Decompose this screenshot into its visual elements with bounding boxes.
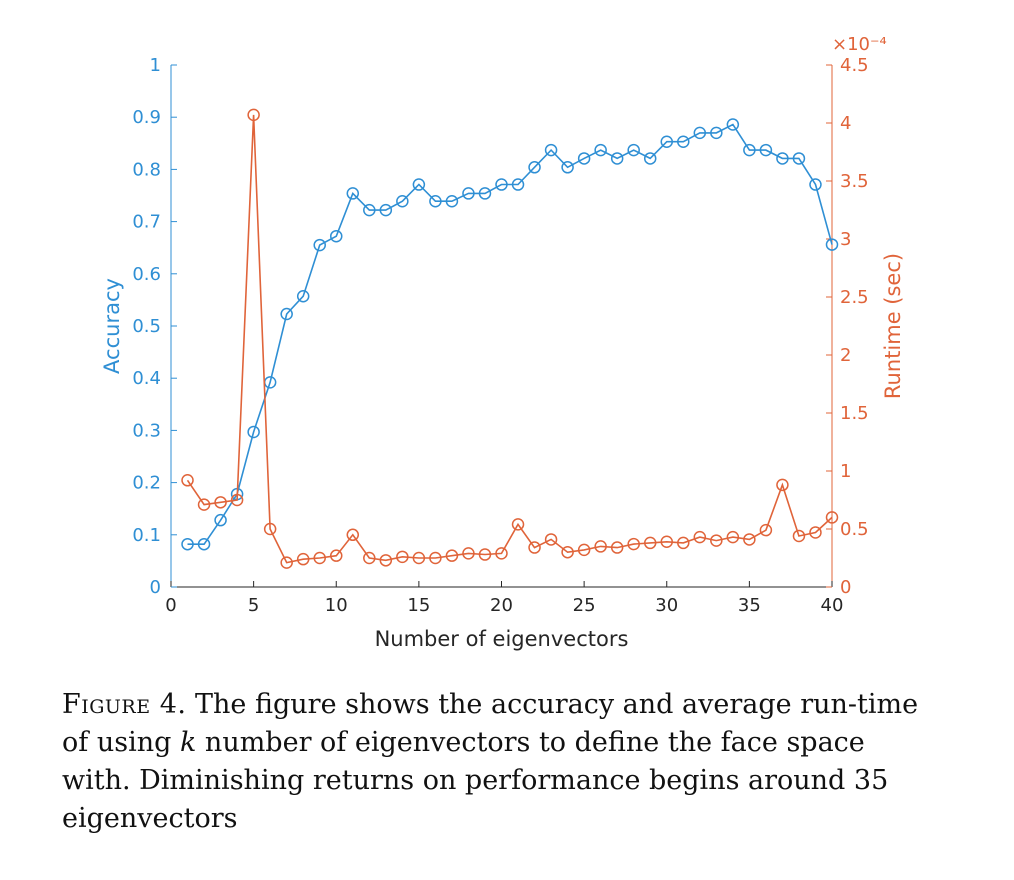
series-line — [188, 125, 833, 545]
x-tick-label: 25 — [573, 595, 596, 616]
y-left-tick-label: 0.2 — [132, 473, 161, 494]
y-right-tick-label: 3 — [840, 229, 851, 250]
figure-label: Figure 4. — [62, 689, 186, 720]
y-left-tick-label: 0.5 — [132, 316, 161, 337]
y-right-tick-label: 1.5 — [840, 403, 869, 424]
y-left-tick-label: 0.8 — [132, 159, 161, 180]
y-left-tick-label: 0.3 — [132, 420, 161, 441]
y-axis-right-title: Runtime (sec) — [881, 253, 905, 399]
x-tick-label: 0 — [165, 595, 176, 616]
series-line — [188, 115, 833, 563]
x-tick-label: 30 — [655, 595, 678, 616]
y-axis-left-title: Accuracy — [100, 278, 124, 374]
y-left-tick-label: 0.4 — [132, 368, 161, 389]
y-left-tick-label: 0.1 — [132, 525, 161, 546]
y-right-tick-label: 0 — [840, 577, 851, 598]
x-tick-label: 35 — [738, 595, 761, 616]
x-tick-label: 10 — [325, 595, 348, 616]
y-right-tick-label: 4 — [840, 113, 851, 134]
series-accuracy — [182, 119, 837, 550]
x-axis-title: Number of eigenvectors — [375, 627, 629, 651]
data-point-marker — [182, 475, 193, 486]
figure-caption: Figure 4. The figure shows the accuracy … — [62, 686, 932, 838]
y-left-tick-label: 0.6 — [132, 264, 161, 285]
y-right-tick-label: 2 — [840, 345, 851, 366]
y-left-tick-label: 0.9 — [132, 107, 161, 128]
y-left-tick-label: 0.7 — [132, 212, 161, 233]
y-right-tick-label: 0.5 — [840, 519, 869, 540]
y-left-tick-label: 1 — [150, 55, 161, 76]
x-tick-label: 20 — [490, 595, 513, 616]
dual-axis-line-chart: 0 5 10 15 20 25 30 35 4000.10.20.30.40.50.60.70.… — [0, 0, 1014, 680]
y-right-tick-label: 2.5 — [840, 287, 869, 308]
y-left-tick-label: 0 — [150, 577, 161, 598]
y-right-tick-label: 4.5 — [840, 55, 869, 76]
x-tick-label: 40 — [821, 595, 844, 616]
y-right-tick-label: 3.5 — [840, 171, 869, 192]
x-tick-label: 5 — [248, 595, 259, 616]
y-axis-right-exponent: ×10⁻⁴ — [832, 34, 887, 55]
y-right-tick-label: 1 — [840, 461, 851, 482]
x-tick-label: 15 — [407, 595, 430, 616]
caption-variable: k — [180, 727, 196, 758]
